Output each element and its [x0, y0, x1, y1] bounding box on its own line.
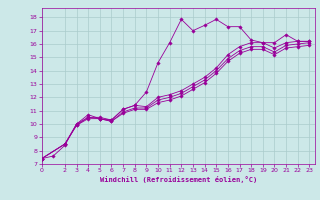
X-axis label: Windchill (Refroidissement éolien,°C): Windchill (Refroidissement éolien,°C): [100, 176, 257, 183]
